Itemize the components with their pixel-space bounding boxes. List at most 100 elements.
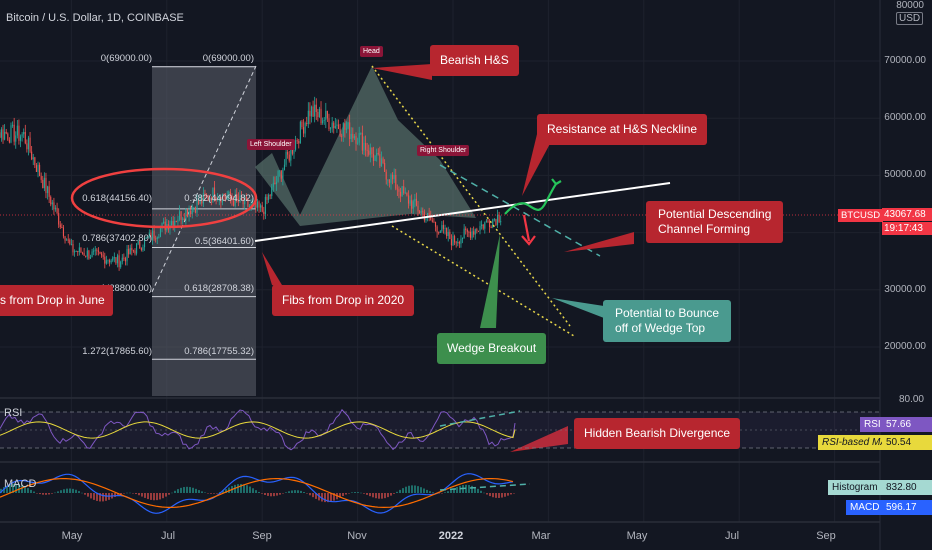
candle-body bbox=[406, 192, 408, 196]
candle-body bbox=[62, 227, 65, 237]
countdown-badge: 19:17:43 bbox=[882, 222, 932, 235]
macd-histogram-bar bbox=[429, 491, 431, 493]
macd-histogram-bar bbox=[189, 487, 191, 493]
candle-body bbox=[306, 123, 308, 125]
candle-body bbox=[191, 207, 193, 215]
callout-bounce: Potential to Bounce off of Wedge Top bbox=[603, 300, 732, 342]
candle-body bbox=[132, 250, 134, 252]
candle-body bbox=[264, 196, 266, 214]
macd-histogram-bar bbox=[201, 491, 203, 493]
candle-body bbox=[390, 174, 392, 183]
macd-histogram-bar bbox=[60, 490, 62, 493]
candle-body bbox=[476, 229, 478, 231]
candle-body bbox=[159, 228, 161, 237]
candle-body bbox=[452, 236, 454, 246]
candle-body bbox=[140, 248, 142, 251]
candle-body bbox=[97, 250, 99, 252]
macd-histogram-bar bbox=[210, 493, 212, 494]
macd-histogram-bar bbox=[120, 493, 122, 495]
candle-body bbox=[388, 179, 390, 183]
macd-histogram-bar bbox=[117, 493, 119, 496]
candle-body bbox=[380, 158, 383, 167]
candle-body bbox=[296, 140, 298, 142]
candle-body bbox=[107, 260, 109, 262]
macd-histogram-bar bbox=[366, 493, 368, 495]
candle-body bbox=[252, 202, 254, 204]
candle-body bbox=[143, 238, 146, 248]
macd-histogram-bar bbox=[27, 488, 29, 493]
candle-body bbox=[115, 257, 117, 264]
candle-body bbox=[244, 196, 246, 205]
candle-body bbox=[302, 127, 305, 134]
candle-body bbox=[415, 198, 417, 206]
candle-body bbox=[310, 106, 313, 117]
candle-body bbox=[312, 106, 314, 117]
candle-body bbox=[358, 132, 360, 143]
macd-histogram-bar bbox=[483, 492, 485, 494]
candle-body bbox=[39, 164, 41, 177]
macd-line bbox=[0, 473, 514, 514]
macd-histogram-bar bbox=[498, 493, 500, 498]
candle-body bbox=[489, 222, 491, 228]
candle-body bbox=[425, 217, 427, 221]
macd-histogram-bar bbox=[93, 493, 95, 500]
callout-drop-june: s from Drop in June bbox=[0, 285, 113, 316]
candle-body bbox=[151, 230, 154, 241]
candle-body bbox=[347, 122, 349, 129]
macd-histogram-bar bbox=[507, 493, 509, 496]
candle-body bbox=[70, 243, 72, 245]
macd-histogram-bar bbox=[30, 489, 32, 493]
macd-histogram-bar bbox=[363, 493, 365, 494]
candle-body bbox=[21, 134, 23, 137]
macd-histogram-bar bbox=[411, 485, 413, 493]
macd-histogram-bar bbox=[165, 493, 167, 497]
candle-body bbox=[345, 128, 348, 130]
candle-body bbox=[411, 200, 413, 209]
candle-body bbox=[322, 120, 324, 124]
candle-body bbox=[215, 199, 217, 201]
macd-histogram-bar bbox=[171, 492, 173, 494]
candle-body bbox=[99, 251, 101, 254]
price-tick: 60000.00 bbox=[884, 112, 926, 123]
macd-histogram-bar bbox=[492, 493, 494, 498]
macd-histogram-bar bbox=[333, 493, 335, 501]
callout-descending-line-1: Potential Descending bbox=[658, 207, 772, 221]
macd-histogram-bar bbox=[45, 493, 47, 495]
candle-body bbox=[438, 232, 440, 234]
candle-body bbox=[446, 228, 448, 236]
candle-body bbox=[339, 128, 341, 136]
fib-shade bbox=[152, 66, 256, 396]
macd-histogram-bar bbox=[66, 488, 68, 493]
last-price-badge: 43067.68 bbox=[882, 208, 932, 221]
macd-divergence-line bbox=[439, 483, 531, 491]
candle-body bbox=[66, 239, 68, 241]
candle-body bbox=[8, 139, 10, 143]
macd-histogram-bar bbox=[495, 493, 497, 498]
macd-histogram-bar bbox=[150, 493, 152, 500]
candle-body bbox=[363, 142, 365, 151]
fib-ellipse bbox=[70, 167, 258, 229]
red-arrowhead bbox=[521, 235, 536, 246]
candle-body bbox=[399, 191, 402, 197]
macd-histogram-bar bbox=[105, 493, 107, 501]
macd-histogram-bar bbox=[276, 493, 278, 496]
candle-body bbox=[407, 195, 410, 204]
macd-histogram-bar bbox=[324, 493, 326, 503]
pointer-hidden-div bbox=[510, 426, 568, 452]
macd-histogram-bar bbox=[447, 491, 449, 493]
candle-body bbox=[123, 257, 125, 259]
currency-badge[interactable]: USD bbox=[896, 12, 924, 25]
candle-body bbox=[334, 125, 336, 129]
candle-body bbox=[323, 119, 325, 121]
candle-body bbox=[382, 158, 384, 163]
macd-histogram-bar bbox=[246, 485, 248, 493]
candle-body bbox=[163, 221, 165, 224]
candle-body bbox=[137, 241, 139, 244]
price-axis-top: 80000 bbox=[896, 0, 924, 11]
candle-body bbox=[250, 203, 252, 207]
pointer-resistance bbox=[522, 130, 552, 196]
macd-histogram-bar bbox=[177, 489, 179, 493]
candle-body bbox=[35, 165, 37, 173]
